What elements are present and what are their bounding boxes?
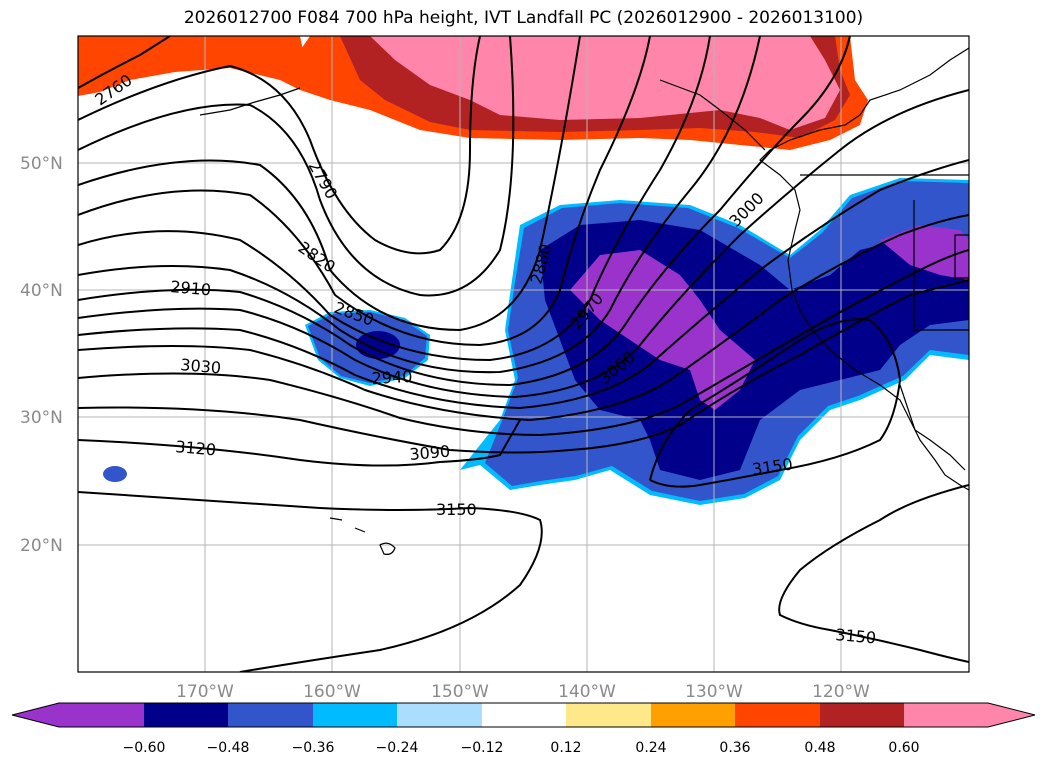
colorbar-segment (144, 703, 228, 727)
colorbar-segment (59, 703, 144, 727)
colorbar-tick-label: −0.60 (123, 740, 166, 756)
lat-label: 30°N (20, 408, 63, 428)
contour-label: 3120 (175, 437, 217, 459)
lat-label: 40°N (20, 281, 63, 301)
lon-label: 120°W (812, 682, 870, 702)
colorbar-tick-label: 0.24 (635, 740, 666, 756)
contour-label: 3030 (180, 355, 222, 377)
colorbar-segment (904, 703, 988, 727)
map-frame (77, 35, 970, 673)
figure-title: 2026012700 F084 700 hPa height, IVT Land… (183, 8, 864, 28)
contour-label: 2940 (371, 367, 413, 388)
colorbar-tick-label: −0.12 (461, 740, 504, 756)
colorbar-segment (397, 703, 482, 727)
colorbar-segment (228, 703, 313, 727)
contour-label: 3150 (436, 500, 477, 519)
lon-label: 140°W (558, 682, 616, 702)
colorbar-segment (313, 703, 397, 727)
colorbar-tick-label: 0.60 (888, 740, 919, 756)
lon-label: 150°W (431, 682, 489, 702)
colorbar-tick-label: 0.36 (719, 740, 750, 756)
lat-label: 20°N (20, 536, 63, 556)
colorbar-tick-label: −0.48 (207, 740, 250, 756)
map-panel: 2760 2790 2820 2850 2910 2940 2880 2970 … (78, 36, 969, 672)
colorbar-outline (11, 702, 1036, 728)
lat-label: 50°N (20, 154, 63, 174)
colorbar-tick-label: 0.12 (550, 740, 581, 756)
contour-label: 3090 (409, 442, 451, 464)
lon-label: 130°W (685, 682, 743, 702)
colorbar-extend-high (988, 703, 1035, 727)
colorbar-tick-label: −0.36 (292, 740, 335, 756)
contour-label: 2910 (170, 277, 212, 299)
latitude-labels: 50°N 40°N 30°N 20°N (20, 154, 63, 556)
colorbar-segment (820, 703, 904, 727)
colorbar: −0.60 −0.48 −0.36 −0.24 −0.12 0.12 0.24 … (11, 702, 1036, 756)
longitude-labels: 170°W 160°W 150°W 140°W 130°W 120°W (176, 682, 870, 702)
colorbar-segment (566, 703, 651, 727)
colorbar-tick-label: 0.48 (804, 740, 835, 756)
colorbar-segment (482, 703, 566, 727)
colorbar-extend-low (12, 703, 59, 727)
colorbar-tick-label: −0.24 (376, 740, 419, 756)
height-contours (78, 36, 969, 672)
coastlines (199, 47, 969, 555)
colorbar-segment (651, 703, 735, 727)
contour-label: 3150 (835, 625, 877, 647)
lon-label: 170°W (176, 682, 234, 702)
colorbar-segment (735, 703, 820, 727)
lon-label: 160°W (303, 682, 361, 702)
